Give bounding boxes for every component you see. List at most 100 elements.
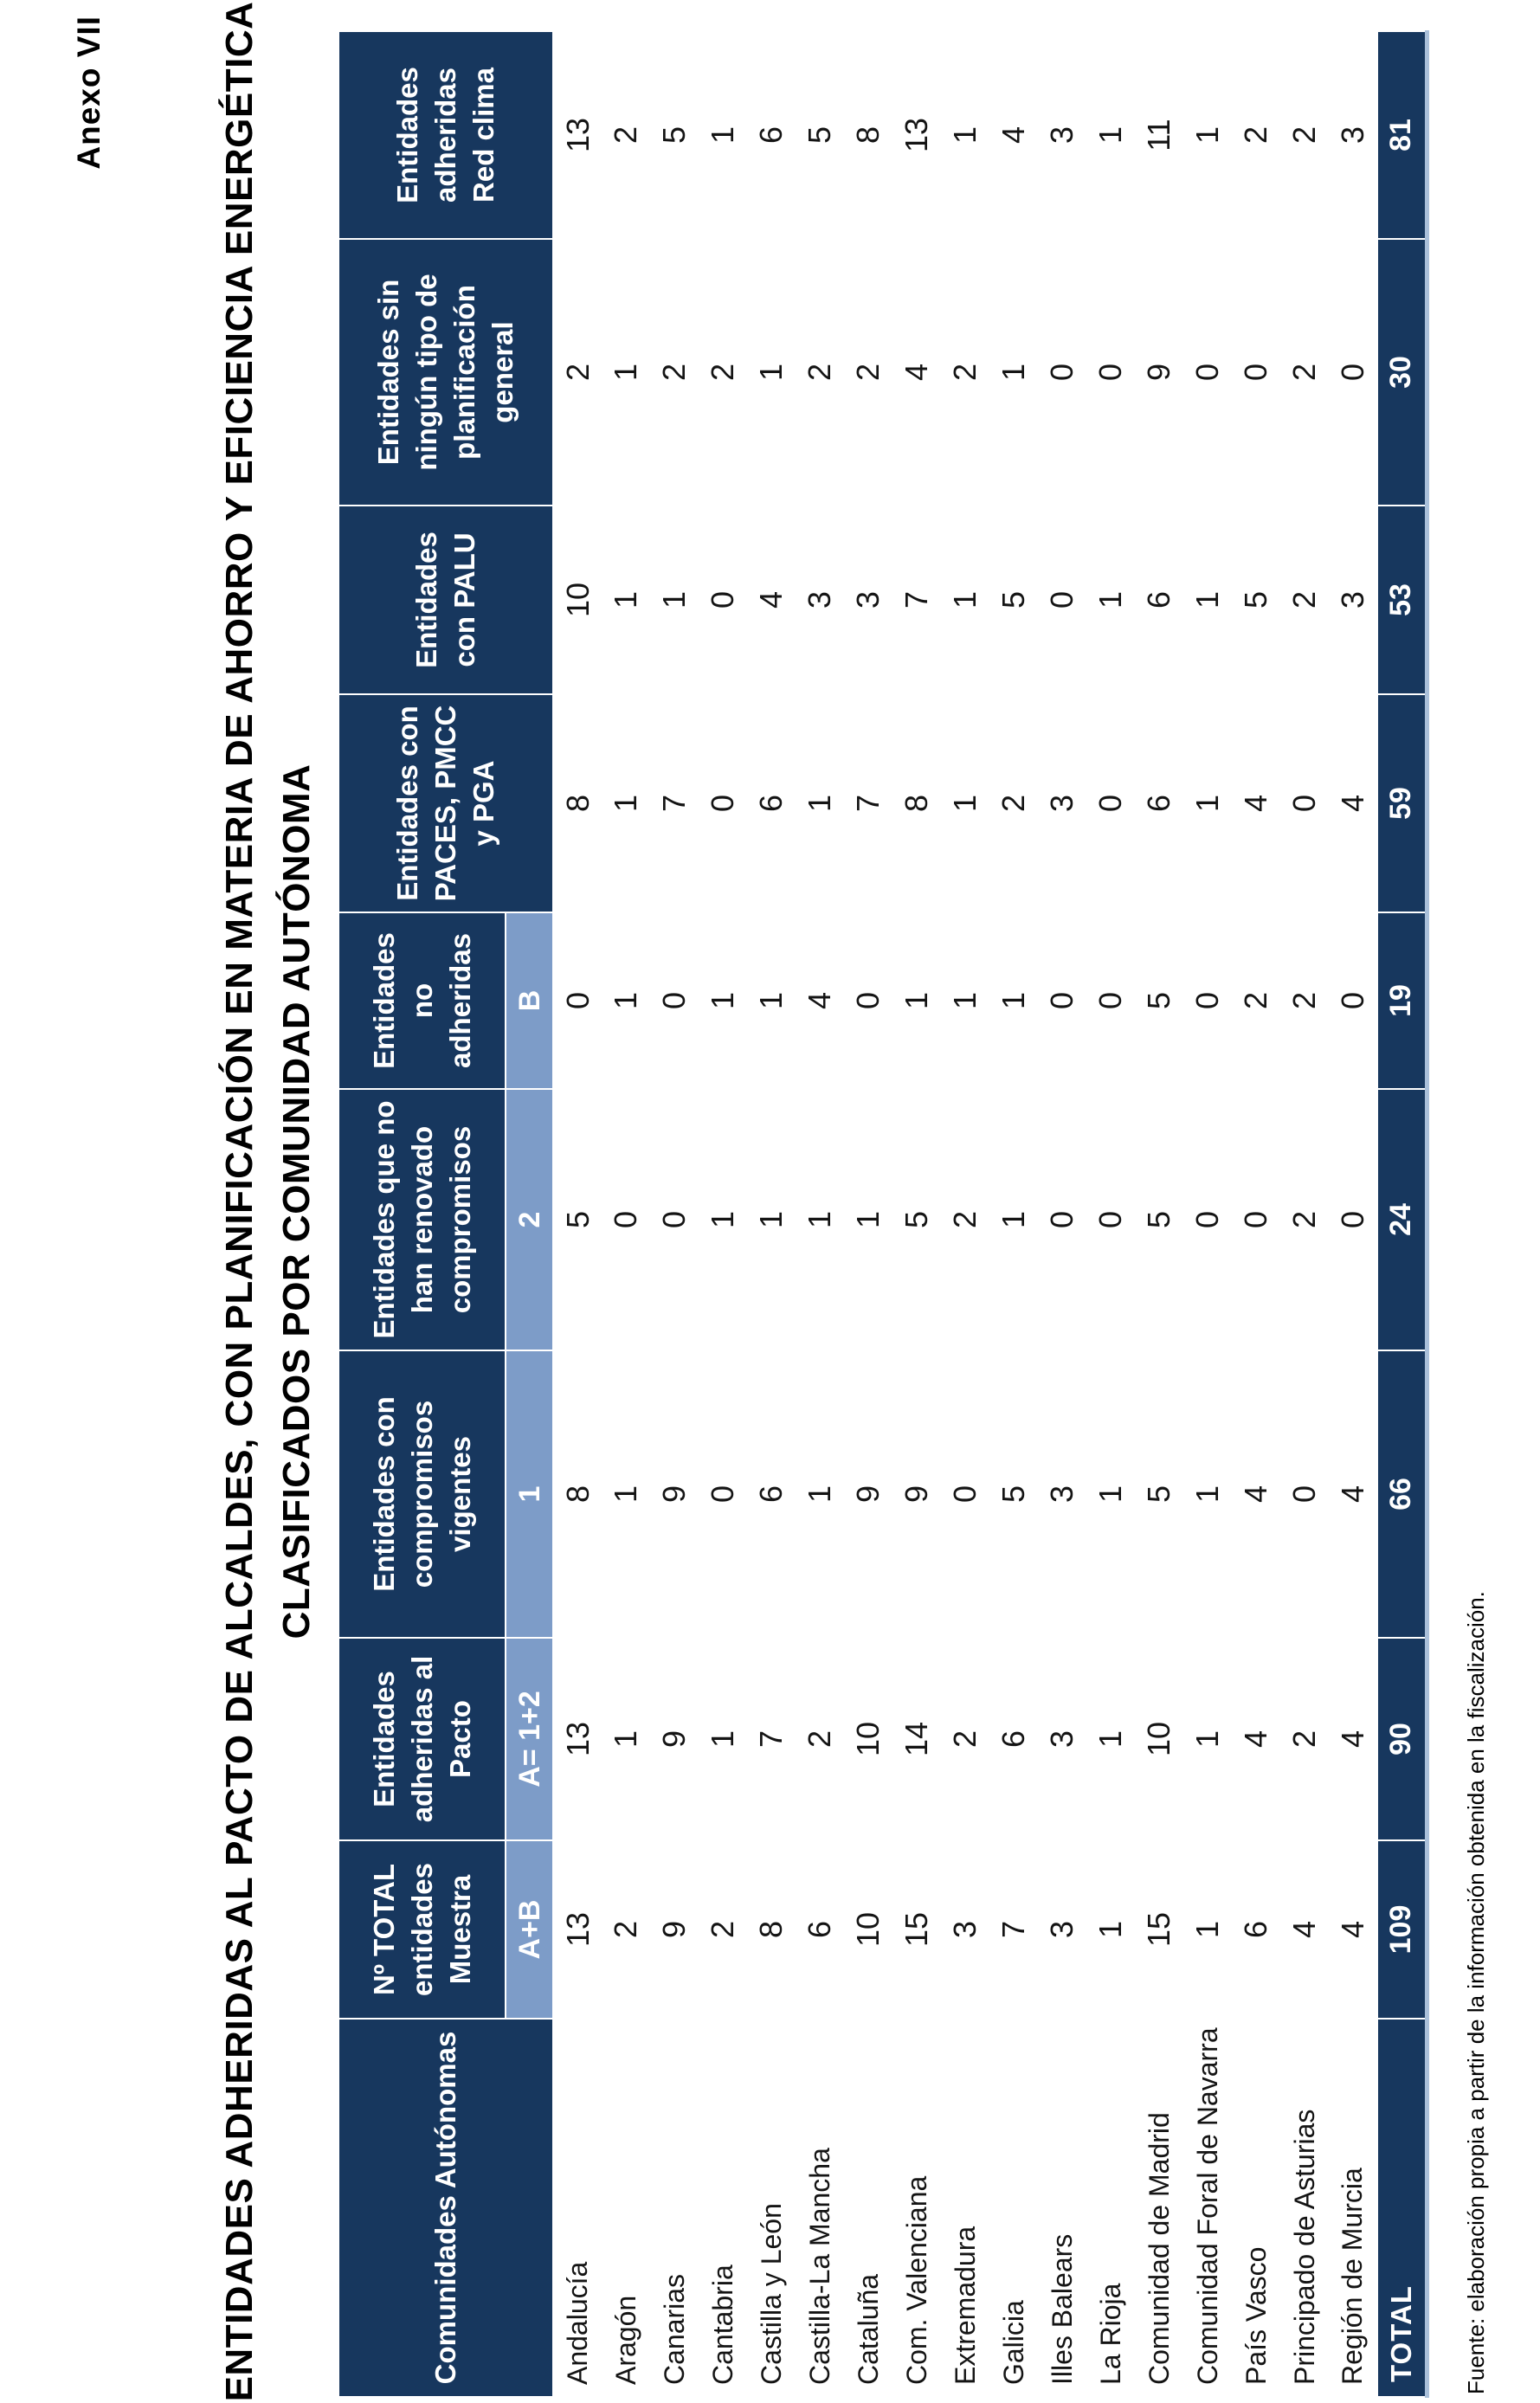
- value-cell: 2: [608, 126, 643, 145]
- value-cell: 5: [656, 126, 692, 145]
- value-cell: 0: [1044, 590, 1079, 609]
- value-cell: 11: [1141, 119, 1176, 151]
- value-cell: 1: [1189, 1920, 1225, 1939]
- value-cell: 1: [996, 363, 1031, 382]
- value-cell: 3: [1044, 1485, 1079, 1504]
- value-cell: 1: [1189, 126, 1225, 145]
- table-row: Cataluña 10 10 9 1 0 7 3 2 8: [844, 31, 892, 2397]
- value-cell: 1: [1189, 1730, 1225, 1749]
- value-cell: 0: [1092, 991, 1128, 1010]
- value-cell: 0: [1286, 794, 1322, 813]
- value-cell: 2: [608, 1920, 643, 1939]
- value-cell: 1: [753, 363, 789, 382]
- table-row: Extremadura 3 2 0 2 1 1 1 2 1: [941, 31, 989, 2397]
- row-name: Cataluña: [852, 2273, 884, 2385]
- value-cell: 6: [753, 1485, 789, 1504]
- row-name: Illes Balears: [1046, 2233, 1078, 2385]
- value-cell: 0: [1286, 1485, 1322, 1504]
- value-cell: 5: [996, 1485, 1031, 1504]
- value-cell: 1: [1092, 126, 1128, 145]
- value-cell: 0: [608, 1210, 643, 1229]
- header-muestra: Nº TOTAL entidades Muestra: [338, 1840, 506, 2019]
- row-name: Extremadura: [949, 2226, 981, 2385]
- value-cell: 5: [899, 1210, 934, 1229]
- value-cell: 2: [1238, 991, 1273, 1010]
- value-cell: 0: [559, 991, 596, 1010]
- value-cell: 0: [1334, 363, 1370, 382]
- title-line-2: CLASIFICADOS POR COMUNIDAD AUTÓNOMA: [275, 763, 318, 1640]
- value-cell: 1: [753, 991, 789, 1010]
- value-cell: 4: [1286, 1920, 1322, 1939]
- value-cell: 5: [1238, 590, 1273, 609]
- total-cell: 66: [1377, 1350, 1427, 1638]
- value-cell: 2: [1286, 363, 1322, 382]
- value-cell: 1: [705, 1210, 740, 1229]
- data-table: Comunidades Autónomas Nº TOTAL entidades…: [338, 30, 1429, 2398]
- value-cell: 0: [1044, 1210, 1079, 1229]
- value-cell: 3: [1334, 126, 1370, 145]
- value-cell: 6: [753, 794, 789, 813]
- table-row: País Vasco 6 4 4 0 2 4 5 0 2: [1232, 31, 1280, 2397]
- value-cell: 2: [1238, 126, 1273, 145]
- row-name: Comunidad Foral de Navarra: [1191, 2027, 1223, 2385]
- value-cell: 3: [947, 1920, 983, 1939]
- value-cell: 2: [850, 363, 886, 382]
- table-row: Castilla-La Mancha 6 2 1 1 4 1 3 2 5: [796, 31, 844, 2397]
- value-cell: 3: [1334, 590, 1370, 609]
- value-cell: 7: [850, 794, 886, 813]
- value-cell: 13: [559, 1911, 596, 1948]
- value-cell: 0: [1334, 991, 1370, 1010]
- value-cell: 13: [559, 1721, 596, 1757]
- value-cell: 3: [802, 590, 837, 609]
- table-row: Com. Valenciana 15 14 9 5 1 8 7 4 13: [892, 31, 941, 2397]
- value-cell: 1: [1092, 590, 1128, 609]
- table-row: Illes Balears 3 3 3 0 0 3 0 0 3: [1038, 31, 1086, 2397]
- value-cell: 0: [1092, 794, 1128, 813]
- total-cell: 19: [1377, 912, 1427, 1089]
- value-cell: 6: [996, 1730, 1031, 1749]
- value-cell: 1: [947, 126, 983, 145]
- row-name: Com. Valenciana: [900, 2175, 932, 2385]
- value-cell: 1: [1092, 1485, 1128, 1504]
- value-cell: 5: [1141, 991, 1176, 1010]
- value-cell: 4: [1238, 794, 1273, 813]
- value-cell: 0: [705, 590, 740, 609]
- total-cell: 90: [1377, 1638, 1427, 1840]
- value-cell: 1: [802, 1210, 837, 1229]
- value-cell: 3: [1044, 1920, 1079, 1939]
- value-cell: 2: [1286, 1210, 1322, 1229]
- total-cell: 81: [1377, 31, 1427, 239]
- total-cell: 30: [1377, 239, 1427, 506]
- value-cell: 15: [899, 1911, 934, 1948]
- value-cell: 1: [1189, 1485, 1225, 1504]
- value-cell: 2: [705, 363, 740, 382]
- page-title: ENTIDADES ADHERIDAS AL PACTO DE ALCALDES…: [211, 0, 325, 2403]
- value-cell: 1: [947, 794, 983, 813]
- table-row: Cantabria 2 1 0 1 1 0 0 2 1: [699, 31, 747, 2397]
- value-cell: 2: [947, 363, 983, 382]
- value-cell: 5: [1141, 1210, 1176, 1229]
- table-row: La Rioja 1 1 1 0 0 0 1 0 1: [1086, 31, 1135, 2397]
- value-cell: 1: [1189, 590, 1225, 609]
- total-row: TOTAL 109 90 66 24 19 59 53 30 81: [1377, 31, 1427, 2397]
- value-cell: 2: [802, 363, 837, 382]
- row-name: Comunidad de Madrid: [1143, 2112, 1175, 2385]
- value-cell: 5: [1141, 1485, 1176, 1504]
- value-cell: 0: [1189, 991, 1225, 1010]
- value-cell: 0: [656, 1210, 692, 1229]
- value-cell: 9: [899, 1485, 934, 1504]
- value-cell: 0: [1044, 363, 1079, 382]
- value-cell: 4: [1238, 1485, 1273, 1504]
- value-cell: 2: [947, 1210, 983, 1229]
- value-cell: 13: [559, 117, 596, 153]
- row-name: Región de Murcia: [1337, 2168, 1368, 2385]
- value-cell: 9: [656, 1920, 692, 1939]
- value-cell: 0: [1334, 1210, 1370, 1229]
- row-name: Andalucía: [562, 2261, 593, 2385]
- value-cell: 6: [1141, 590, 1176, 609]
- value-cell: 6: [753, 126, 789, 145]
- subheader-1: 1: [506, 1350, 553, 1638]
- subheader-a-1-2: A= 1+2: [506, 1638, 553, 1840]
- value-cell: 10: [850, 1911, 886, 1948]
